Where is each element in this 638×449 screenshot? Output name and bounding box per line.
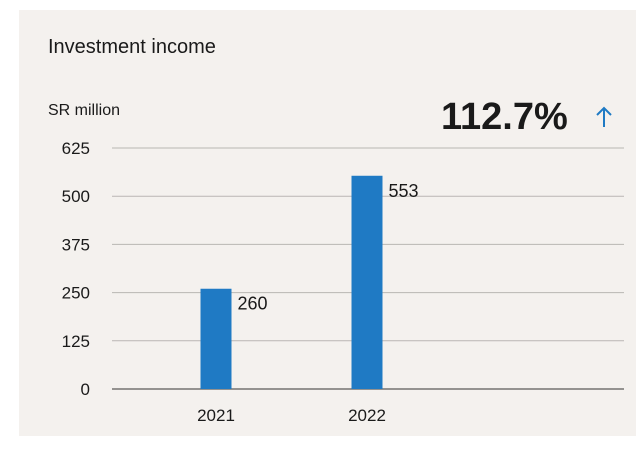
bar-value-label: 553	[389, 181, 419, 201]
chart-title: Investment income	[48, 36, 216, 58]
y-axis-unit-label: SR million	[48, 102, 121, 119]
y-tick-label: 125	[62, 332, 90, 351]
x-tick-label: 2022	[348, 406, 386, 425]
x-tick-label: 2021	[197, 406, 235, 425]
chart-card	[19, 10, 636, 436]
y-tick-label: 0	[81, 380, 90, 399]
y-tick-label: 500	[62, 187, 90, 206]
bar	[200, 288, 232, 389]
y-tick-label: 250	[62, 284, 90, 303]
up-arrow-icon	[596, 106, 612, 127]
percent-change: 112.7%	[441, 96, 568, 138]
bar	[351, 175, 383, 389]
y-tick-label: 625	[62, 139, 90, 158]
y-tick-label: 375	[62, 235, 90, 254]
bar-value-label: 260	[238, 294, 268, 314]
